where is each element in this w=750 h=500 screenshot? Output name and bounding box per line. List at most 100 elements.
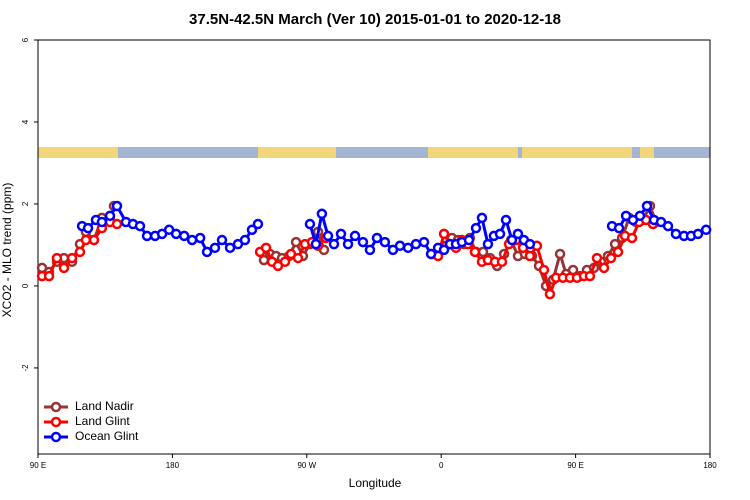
data-point <box>477 246 489 258</box>
data-point <box>304 218 316 230</box>
data-point <box>246 224 258 236</box>
data-point <box>605 252 617 264</box>
data-point <box>349 230 361 242</box>
data-point <box>96 216 108 228</box>
data-point <box>612 246 624 258</box>
data-point <box>584 270 596 282</box>
data-point <box>591 252 603 264</box>
x-tick-label: 180 <box>166 461 180 470</box>
data-point <box>104 210 116 222</box>
data-point <box>111 218 123 230</box>
x-tick-label: 90 E <box>567 461 583 470</box>
data-point <box>290 236 302 248</box>
data-point <box>239 234 251 246</box>
y-tick-label: 6 <box>21 37 30 42</box>
data-point <box>82 222 94 234</box>
data-point <box>670 228 682 240</box>
data-point <box>224 242 236 254</box>
data-point <box>186 234 198 246</box>
data-point <box>316 208 328 220</box>
data-point <box>58 262 70 274</box>
data-point <box>554 248 566 260</box>
legend-marker <box>50 401 62 413</box>
data-point <box>402 242 414 254</box>
data-point <box>80 234 92 246</box>
data-point <box>43 270 55 282</box>
y-tick-label: 4 <box>21 119 30 124</box>
y-tick-label: -2 <box>21 364 30 372</box>
data-point <box>425 248 437 260</box>
x-tick-label: 90 E <box>30 461 46 470</box>
data-point <box>364 244 376 256</box>
data-point <box>141 230 153 242</box>
data-point <box>524 238 536 250</box>
data-point <box>538 264 550 276</box>
data-point <box>322 230 334 242</box>
data-point <box>342 238 354 250</box>
data-point <box>394 240 406 252</box>
data-point <box>469 246 481 258</box>
data-point <box>88 234 100 246</box>
data-point <box>66 252 78 264</box>
x-tick-label: 180 <box>703 461 717 470</box>
data-point <box>357 236 369 248</box>
data-point <box>134 220 146 232</box>
plot-frame <box>37 39 711 455</box>
data-point <box>494 228 506 240</box>
data-point <box>178 230 190 242</box>
data-point <box>463 234 475 246</box>
data-point <box>111 200 123 212</box>
data-point <box>482 238 494 250</box>
x-axis-label: Longitude <box>349 476 402 490</box>
legend-marker <box>50 431 62 443</box>
data-point <box>544 288 556 300</box>
data-point <box>613 222 625 234</box>
data-point <box>51 252 63 264</box>
data-point <box>335 228 347 240</box>
legend-label: Land Glint <box>75 414 130 428</box>
data-point <box>438 244 450 256</box>
data-point <box>371 232 383 244</box>
y-tick-label: 2 <box>21 201 30 206</box>
data-point <box>252 218 264 230</box>
data-point <box>310 238 322 250</box>
data-point <box>524 250 536 262</box>
x-tick-label: 90 W <box>297 461 316 470</box>
y-tick-label: 0 <box>21 283 30 288</box>
data-point <box>209 242 221 254</box>
data-point <box>512 228 524 240</box>
data-point <box>328 238 340 250</box>
data-point <box>470 222 482 234</box>
legend-marker <box>50 416 62 428</box>
data-point <box>74 246 86 258</box>
data-point <box>279 256 291 268</box>
map-strip <box>38 147 710 158</box>
legend-label: Land Nadir <box>75 399 134 413</box>
data-point <box>506 234 518 246</box>
data-point <box>500 214 512 226</box>
y-axis-label: XCO2 - MLO trend (ppm) <box>0 183 14 318</box>
data-point <box>418 236 430 248</box>
data-point <box>170 228 182 240</box>
data-point <box>700 224 712 236</box>
data-point <box>379 236 391 248</box>
data-point <box>634 210 646 222</box>
x-tick-label: 0 <box>439 461 444 470</box>
data-point <box>692 228 704 240</box>
data-point <box>216 234 228 246</box>
data-point <box>626 232 638 244</box>
data-point <box>662 220 674 232</box>
data-point <box>410 238 422 250</box>
data-point <box>260 242 272 254</box>
data-point <box>292 252 304 264</box>
legend-label: Ocean Glint <box>75 429 139 443</box>
data-point <box>476 212 488 224</box>
data-point <box>641 200 653 212</box>
data-point <box>438 228 450 240</box>
data-point <box>201 246 213 258</box>
data-point <box>598 262 610 274</box>
data-point <box>194 232 206 244</box>
chart-title: 37.5N-42.5N March (Ver 10) 2015-01-01 to… <box>189 11 561 28</box>
